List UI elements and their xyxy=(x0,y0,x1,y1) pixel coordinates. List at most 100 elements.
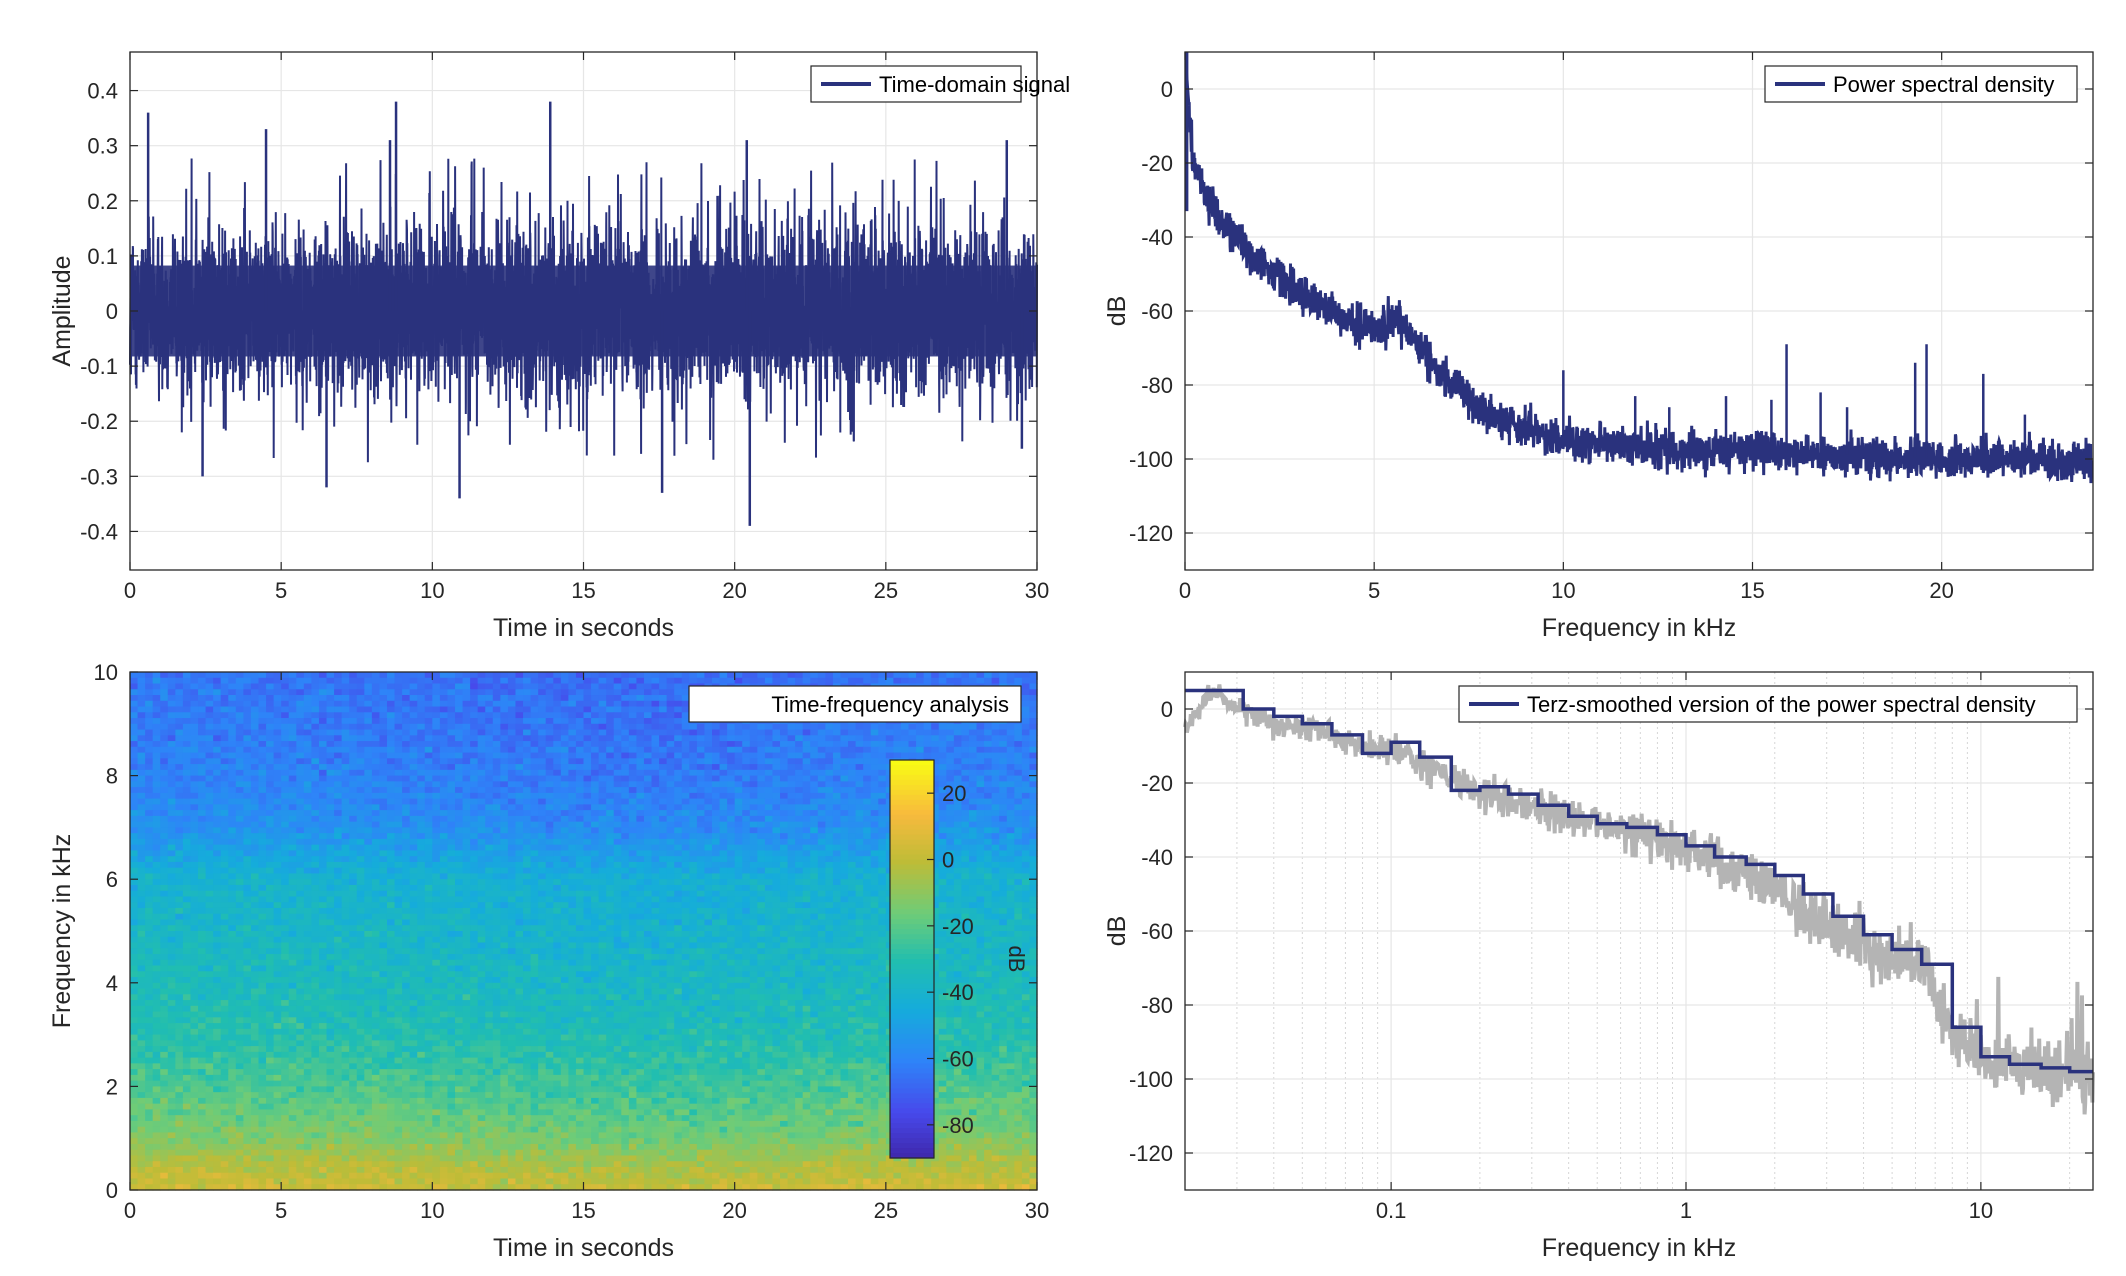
heatmap-cell xyxy=(757,729,766,736)
y-tick-label: -0.2 xyxy=(80,409,118,434)
heatmap-cell xyxy=(628,729,638,736)
heatmap-cell xyxy=(621,677,630,685)
heatmap-cell xyxy=(628,873,638,880)
heatmap-cell xyxy=(137,867,146,875)
heatmap-cell xyxy=(848,810,857,817)
heatmap-cell xyxy=(946,815,955,823)
heatmap-cell xyxy=(795,741,804,748)
heatmap-cell xyxy=(666,672,675,679)
heatmap-cell xyxy=(462,827,471,834)
heatmap-cell xyxy=(734,896,743,903)
heatmap-cell xyxy=(281,890,290,898)
heatmap-cell xyxy=(175,677,184,685)
heatmap-cell xyxy=(719,856,728,863)
heatmap-cell xyxy=(711,752,721,759)
heatmap-cell xyxy=(145,815,154,823)
heatmap-cell xyxy=(266,815,275,823)
heatmap-cell xyxy=(364,718,373,725)
heatmap-cell xyxy=(855,758,864,765)
heatmap-cell xyxy=(288,873,297,880)
heatmap-cell xyxy=(643,741,653,748)
heatmap-cell xyxy=(182,683,192,690)
heatmap-cell xyxy=(568,861,577,869)
heatmap-cell xyxy=(311,677,320,685)
heatmap-cell xyxy=(205,729,214,736)
heatmap-cell xyxy=(160,902,169,909)
heatmap-cell xyxy=(968,850,978,857)
heatmap-cell xyxy=(190,787,199,794)
heatmap-cell xyxy=(719,769,728,777)
heatmap-cell xyxy=(349,867,358,875)
heatmap-cell xyxy=(394,677,403,685)
heatmap-cell xyxy=(235,741,244,748)
heatmap-cell xyxy=(848,764,857,771)
heatmap-cell xyxy=(613,781,622,788)
heatmap-cell xyxy=(749,879,758,886)
heatmap-cell xyxy=(568,798,577,805)
heatmap-cell xyxy=(334,729,343,736)
axes-frame xyxy=(1184,51,2094,571)
heatmap-cell xyxy=(885,729,894,736)
heatmap-cell xyxy=(318,723,328,731)
heatmap-cell xyxy=(523,850,532,857)
heatmap-cell xyxy=(160,833,169,840)
heatmap-cell xyxy=(591,896,600,903)
heatmap-cell xyxy=(205,689,214,696)
heatmap-cell xyxy=(356,769,365,777)
heatmap-cell xyxy=(613,856,622,863)
heatmap-cell xyxy=(727,884,736,892)
heatmap-cell xyxy=(167,781,176,788)
heatmap-cell xyxy=(946,896,955,903)
heatmap-cell xyxy=(583,706,592,713)
heatmap-cell xyxy=(643,677,653,685)
heatmap-cell xyxy=(130,746,139,754)
heatmap-cell xyxy=(417,810,426,817)
heatmap-cell xyxy=(651,677,660,685)
heatmap-cell xyxy=(515,787,524,794)
heatmap-cell xyxy=(530,758,539,765)
heatmap-cell xyxy=(628,769,638,777)
heatmap-cell xyxy=(492,879,501,886)
heatmap-cell xyxy=(326,815,335,823)
heatmap-cell xyxy=(878,764,887,771)
heatmap-cell xyxy=(923,723,932,731)
heatmap-cell xyxy=(711,741,721,748)
heatmap-cell xyxy=(130,884,139,892)
heatmap-cell xyxy=(583,815,592,823)
heatmap-cell xyxy=(711,729,721,736)
heatmap-cell xyxy=(379,850,388,857)
heatmap-cell xyxy=(840,752,849,759)
heatmap-cell xyxy=(205,856,214,863)
heatmap-cell xyxy=(870,723,879,731)
heatmap-cell xyxy=(810,752,819,759)
heatmap-cell xyxy=(326,821,335,828)
heatmap-cell xyxy=(145,867,154,875)
heatmap-cell xyxy=(840,775,849,782)
heatmap-cell xyxy=(356,677,365,685)
heatmap-cell xyxy=(371,723,381,731)
heatmap-cell xyxy=(946,861,955,869)
heatmap-cell xyxy=(198,896,207,903)
heatmap-cell xyxy=(795,890,804,898)
heatmap-cell xyxy=(182,873,192,880)
heatmap-cell xyxy=(530,706,539,713)
heatmap-cell xyxy=(281,689,290,696)
heatmap-cell xyxy=(250,752,260,759)
y-tick-label: 0.2 xyxy=(87,189,118,214)
heatmap-cell xyxy=(455,683,464,690)
heatmap-cell xyxy=(145,810,154,817)
heatmap-cell xyxy=(424,758,433,765)
heatmap-cell xyxy=(961,672,970,679)
heatmap-cell xyxy=(394,804,403,811)
heatmap-cell xyxy=(938,879,947,886)
heatmap-cell xyxy=(621,856,630,863)
heatmap-cell xyxy=(984,723,993,731)
heatmap-cell xyxy=(991,856,1000,863)
heatmap-cell xyxy=(349,902,358,909)
heatmap-cell xyxy=(832,781,842,788)
heatmap-cell xyxy=(523,861,532,869)
heatmap-cell xyxy=(198,856,207,863)
heatmap-cell xyxy=(311,752,320,759)
heatmap-cell xyxy=(341,838,350,846)
heatmap-cell xyxy=(878,758,887,765)
